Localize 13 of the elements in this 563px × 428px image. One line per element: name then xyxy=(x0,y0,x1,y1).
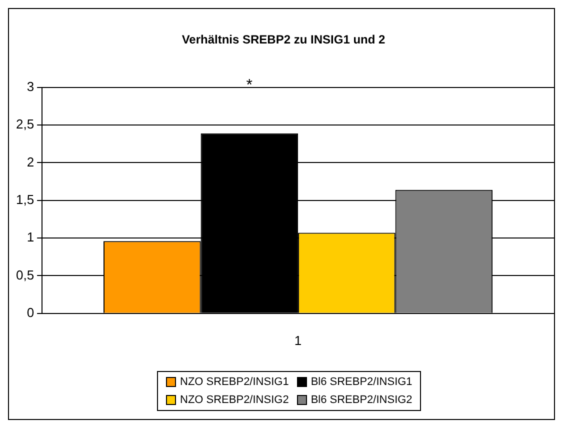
y-tick-label: 1 xyxy=(26,230,34,245)
y-tick-label: 3 xyxy=(26,78,34,94)
y-tick-label: 0,5 xyxy=(16,267,34,282)
y-tick-label: 1,5 xyxy=(16,192,34,207)
y-tick-label: 2 xyxy=(26,154,34,170)
y-tick-label: 0 xyxy=(26,304,34,320)
legend-label: Bl6 SREBP2/INSIG1 xyxy=(310,376,412,388)
y-tick-label: 2,5 xyxy=(16,116,34,132)
legend-label: NZO SREBP2/INSIG1 xyxy=(180,376,289,388)
legend-label: Bl6 SREBP2/INSIG2 xyxy=(310,394,412,406)
legend-label: NZO SREBP2/INSIG2 xyxy=(180,394,289,406)
chart-title: Verhältnis SREBP2 zu INSIG1 und 2 xyxy=(182,32,386,47)
annotation: * xyxy=(246,76,253,94)
